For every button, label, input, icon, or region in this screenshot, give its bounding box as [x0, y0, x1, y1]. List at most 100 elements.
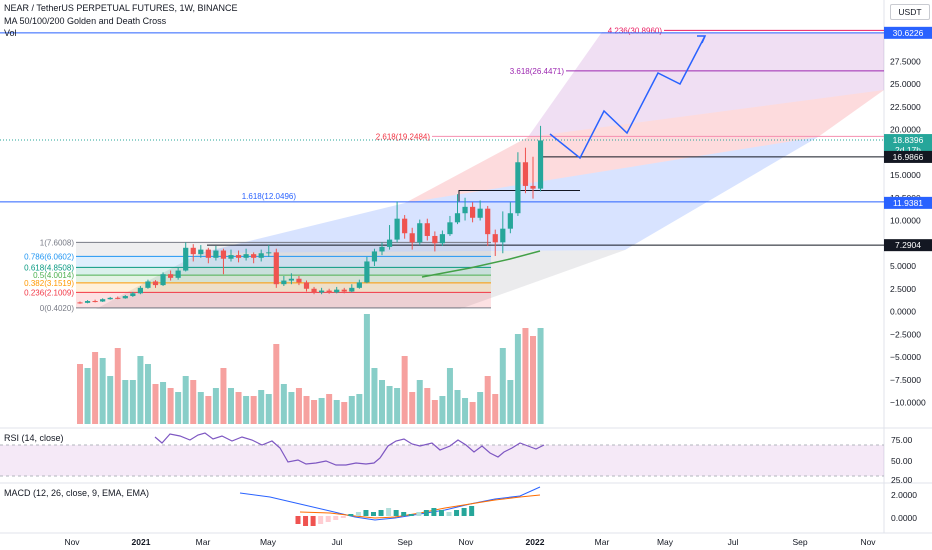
candle [432, 235, 438, 244]
candle [168, 274, 174, 278]
candle [183, 247, 189, 271]
macd-histogram-bar [446, 512, 452, 516]
volume-bar [530, 336, 536, 424]
price-label: 7.2904 [895, 240, 921, 250]
rsi-tick-label: 25.00 [891, 475, 913, 485]
fib-level-label: 0.382(3.1519) [24, 279, 74, 288]
currency-button[interactable]: USDT [890, 4, 930, 20]
volume-bar [379, 380, 385, 424]
ma-indicator-label[interactable]: MA 50/100/200 Golden and Death Cross [4, 16, 167, 26]
time-tick-label: Mar [595, 537, 610, 547]
candle [137, 287, 143, 294]
volume-bar [537, 328, 544, 424]
fib-level-label: 0.786(6.0602) [24, 252, 74, 261]
projection-path [549, 35, 706, 160]
candle [100, 299, 106, 302]
macd-histogram-bar [438, 510, 444, 516]
volume-bar [137, 356, 144, 424]
price-tick-label: 2.5000 [890, 284, 916, 294]
candle [356, 282, 362, 288]
volume-bar [454, 390, 461, 424]
candle [492, 234, 498, 243]
price-tick-label: 27.5000 [890, 56, 921, 66]
candle [235, 255, 242, 258]
candle [349, 287, 355, 292]
macd-histogram-bar [325, 516, 331, 522]
candle [417, 223, 423, 243]
macd-histogram-bar [355, 512, 361, 516]
volume-bar [228, 388, 234, 424]
candle [334, 289, 340, 293]
fib-level-label: 0(0.4020) [40, 304, 75, 313]
candle [477, 208, 483, 218]
macd-histogram-bar [310, 516, 316, 526]
volume-bar [84, 368, 91, 424]
price-tick-label: 15.0000 [890, 170, 921, 180]
price-label: 16.9866 [893, 152, 924, 162]
volume-indicator-label[interactable]: Vol [4, 28, 17, 38]
macd-tick-label: 0.0000 [891, 513, 917, 523]
candle [507, 213, 513, 229]
volume-bar [311, 400, 318, 424]
volume-bar [522, 328, 529, 424]
price-label: 11.9381 [893, 198, 923, 208]
volume-bar [514, 334, 521, 424]
price-label-bg [884, 26, 932, 39]
fib-zone [76, 256, 491, 268]
volume-bar [190, 380, 197, 424]
price-tick-label: −2.5000 [890, 329, 921, 339]
volume-bar [333, 400, 340, 424]
volume-bar [507, 380, 514, 424]
fib-ext-label: 2.618(19.2484) [376, 132, 431, 141]
candle [319, 290, 325, 293]
volume-bar [424, 388, 431, 424]
candle [107, 297, 113, 300]
time-tick-label: 2022 [526, 537, 545, 547]
macd-histogram-bar [386, 508, 392, 516]
volume-bar [477, 392, 484, 424]
volume-bar [129, 380, 136, 424]
volume-bar [499, 348, 506, 424]
time-tick-label: Nov [458, 537, 474, 547]
volume-bar [144, 364, 151, 424]
price-tick-label: 0.0000 [890, 307, 916, 317]
candle [379, 246, 385, 252]
rsi-tick-label: 50.00 [891, 456, 913, 466]
volume-bar [212, 388, 219, 424]
volume-bar [288, 392, 295, 424]
fib-zone [76, 267, 491, 276]
price-label: 18.8396 [893, 135, 924, 145]
volume-bar [99, 358, 106, 424]
candle [296, 278, 302, 283]
volume-bar [197, 392, 204, 424]
macd-label[interactable]: MACD (12, 26, close, 9, EMA, EMA) [4, 488, 150, 498]
candle [371, 251, 378, 262]
candle [266, 252, 272, 254]
price-tick-label: 25.0000 [890, 79, 921, 89]
fib-zone [76, 242, 491, 257]
volume-bar [114, 348, 121, 424]
volume-bar [386, 386, 393, 424]
macd-histogram-bar [469, 506, 475, 516]
channel-zone-blue [200, 137, 818, 253]
macd-histogram-bar [371, 512, 376, 516]
candle [190, 247, 196, 255]
rsi-line [154, 432, 545, 466]
candle [500, 228, 506, 243]
rsi-label[interactable]: RSI (14, close) [4, 433, 64, 443]
symbol-title[interactable]: NEAR / TetherUS PERPETUAL FUTURES, 1W, B… [4, 3, 238, 13]
volume-bar [492, 394, 499, 424]
candle [470, 206, 476, 218]
volume-bar [303, 396, 310, 424]
candle [462, 206, 468, 214]
volume-bar [394, 388, 401, 424]
volume-bar [446, 368, 453, 424]
volume-bar [348, 396, 355, 424]
macd-histogram-bar [393, 510, 399, 516]
volume-bar [77, 364, 83, 424]
volume-bar [243, 396, 250, 424]
candle [409, 233, 415, 243]
price-tick-label: 20.0000 [890, 125, 921, 135]
candle [537, 140, 544, 189]
